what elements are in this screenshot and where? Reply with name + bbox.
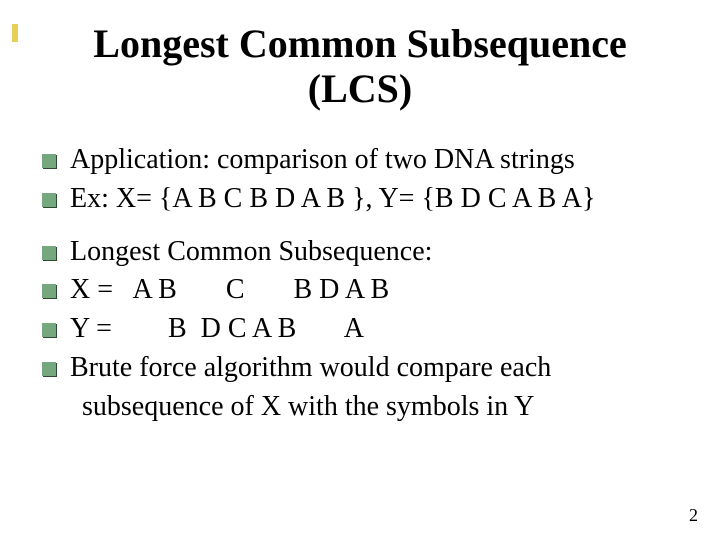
text-line: Y = B D C A B A — [70, 311, 684, 348]
slide: Longest Common Subsequence (LCS) Applica… — [0, 0, 720, 540]
text-line: Application: comparison of two DNA strin… — [70, 142, 684, 179]
bullet-line-5: Y = B D C A B A — [42, 311, 684, 348]
page-number: 2 — [689, 505, 698, 526]
text-line: X = A B C B D A B — [70, 272, 684, 309]
bullet-icon — [42, 362, 56, 376]
bullet-icon — [42, 246, 56, 260]
text-line: Longest Common Subsequence: — [70, 234, 684, 271]
bullet-line-1: Application: comparison of two DNA strin… — [42, 142, 684, 179]
bullet-icon — [42, 284, 56, 298]
bullet-line-3: Longest Common Subsequence: — [42, 234, 684, 271]
bullet-line-2: Ex: X= {A B C B D A B }, Y= {B D C A B A… — [42, 181, 684, 218]
slide-body: Application: comparison of two DNA strin… — [36, 142, 684, 427]
bullet-icon — [42, 323, 56, 337]
slide-title: Longest Common Subsequence (LCS) — [36, 22, 684, 112]
text-line: Ex: X= {A B C B D A B }, Y= {B D C A B A… — [70, 181, 684, 218]
text-line: Brute force algorithm would compare each — [70, 350, 684, 387]
bullet-icon — [42, 154, 56, 168]
bullet-line-4: X = A B C B D A B — [42, 272, 684, 309]
bullet-line-6: Brute force algorithm would compare each — [42, 350, 684, 387]
accent-bar — [12, 24, 18, 42]
bullet-icon — [42, 193, 56, 207]
text-line-continuation: subsequence of X with the symbols in Y — [42, 389, 684, 426]
